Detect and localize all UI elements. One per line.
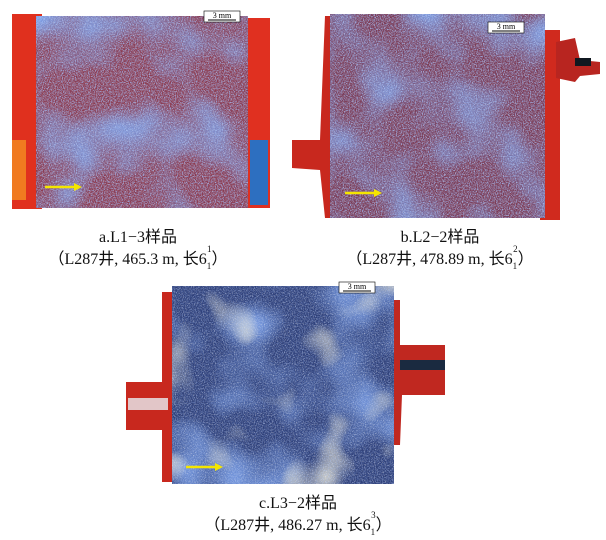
sample-image-c: 3 mm (126, 282, 445, 484)
detail: （L287井, 478.89 m, 长6 (346, 250, 512, 268)
close: ） (376, 516, 392, 534)
sample-image-a: 3 mm (12, 11, 270, 209)
caption-title: c.L3−2样品 (259, 494, 337, 512)
scale-bar-label: 3 mm (348, 282, 367, 291)
scale-bar-label: 3 mm (497, 22, 516, 31)
figure: 3 mm a.L1−3样品 （L287井, 465.3 m, 长611） 3 m… (0, 0, 606, 540)
caption-title: b.L2−2样品 (401, 228, 480, 246)
caption-detail: （L287井, 478.89 m, 长612） (346, 244, 533, 271)
detail: （L287井, 486.27 m, 长6 (204, 516, 370, 534)
scale-bar-label: 3 mm (213, 11, 232, 20)
subscript: 1 (371, 527, 376, 537)
detail: （L287井, 465.3 m, 长6 (49, 250, 207, 268)
close: ） (518, 250, 534, 268)
subscript: 1 (207, 261, 211, 271)
caption-title: a.L1−3样品 (99, 228, 177, 246)
sample-image-b: 3 mm (292, 14, 600, 220)
caption-detail: （L287井, 486.27 m, 长613） (204, 510, 391, 537)
close: ） (211, 250, 227, 268)
caption-detail: （L287井, 465.3 m, 长611） (49, 244, 228, 271)
subscript: 1 (513, 261, 518, 271)
